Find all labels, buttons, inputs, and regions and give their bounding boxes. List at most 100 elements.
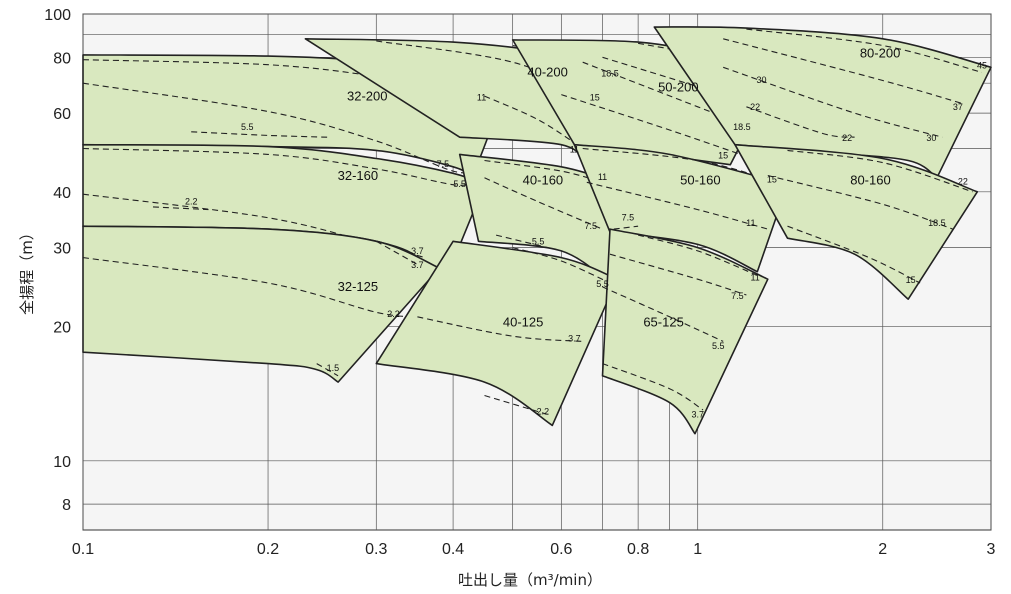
motor-kw-label: 5.5 <box>596 279 609 289</box>
motor-kw-label: 11 <box>570 144 579 154</box>
y-tick-label: 60 <box>53 106 71 123</box>
motor-curve <box>582 147 778 183</box>
x-tick-labels: 0.1 0.2 0.3 0.4 0.6 0.8 1 2 3 <box>72 541 996 558</box>
motor-kw-label: 2.2 <box>185 196 198 206</box>
motor-curve <box>512 247 611 284</box>
motor-curve <box>746 106 855 138</box>
region-label: 32-160 <box>338 168 378 183</box>
motor-kw-label: 5.5 <box>712 341 725 351</box>
motor-curve <box>495 234 548 249</box>
motor-curve <box>746 28 983 73</box>
motor-kw-label: 18.5 <box>601 68 619 78</box>
region-65-125 <box>601 228 769 435</box>
y-tick-label: 10 <box>53 454 71 471</box>
motor-kw-label: 3.7 <box>411 246 424 256</box>
x-tick-label: 1 <box>693 541 702 558</box>
motor-curve <box>376 240 418 265</box>
motor-curve <box>613 225 639 230</box>
motor-curve <box>82 59 497 102</box>
motor-kw-label: 15 <box>767 174 777 184</box>
pump-regions <box>82 26 992 435</box>
region-labels: 32-200 117.55.532-1605.53.72.232-1253.72.… <box>185 45 987 419</box>
x-tick-label: 0.4 <box>442 541 464 558</box>
region-label: 80-160 <box>850 173 890 188</box>
region-label: 65-125 <box>643 314 683 329</box>
motor-curve <box>723 38 964 105</box>
motor-kw-label: 22 <box>750 102 760 112</box>
motor-kw-label: 15 <box>718 150 728 160</box>
motor-kw-label: 11 <box>746 218 755 228</box>
region-shape <box>601 228 769 435</box>
x-tick-label: 0.6 <box>550 541 572 558</box>
motor-curve <box>602 363 704 411</box>
motor-curve <box>82 257 418 318</box>
motor-curve <box>316 363 339 377</box>
region-label: 40-200 <box>527 64 567 79</box>
y-tick-label: 8 <box>62 497 71 514</box>
motor-kw-label: 18.5 <box>928 218 946 228</box>
motor-kw-label: 30 <box>926 133 936 143</box>
region-label: 40-125 <box>503 314 543 329</box>
motor-curve <box>586 181 768 230</box>
motor-kw-label: 45 <box>977 61 987 71</box>
x-axis-title: 吐出し量（m³/min） <box>458 571 602 589</box>
y-tick-labels: 8 10 20 30 40 60 80 100 <box>44 7 71 514</box>
x-tick-label: 3 <box>987 541 996 558</box>
x-tick-label: 0.3 <box>365 541 387 558</box>
region-label: 80-200 <box>860 45 900 60</box>
region-label: 50-160 <box>680 173 720 188</box>
motor-kw-label: 11 <box>750 273 759 283</box>
motor-curve <box>787 225 921 284</box>
region-50-160 <box>573 143 789 273</box>
motor-curve <box>767 174 953 230</box>
region-label: 40-160 <box>523 173 563 188</box>
region-80-160 <box>734 143 979 300</box>
region-label: 50-200 <box>658 80 698 95</box>
motor-kw-label: 18.5 <box>733 122 751 132</box>
region-label: 32-125 <box>338 279 378 294</box>
motor-curve <box>82 193 426 259</box>
x-tick-label: 0.2 <box>257 541 279 558</box>
motor-curve <box>787 149 973 193</box>
motor-curve <box>637 234 758 276</box>
y-axis-title: 全揚程（m） <box>18 225 36 315</box>
motor-curve <box>723 66 943 138</box>
motor-curve <box>82 147 473 186</box>
motor-kw-label: 3.7 <box>568 333 581 343</box>
motor-curve <box>82 82 479 174</box>
motor-kw-label: 3.7 <box>691 409 704 419</box>
motor-kw-label: 7.5 <box>585 221 598 231</box>
motor-kw-label: 5.5 <box>241 122 254 132</box>
x-tick-label: 0.1 <box>72 541 94 558</box>
motor-kw-label: 22 <box>958 177 968 187</box>
motor-kw-label: 11 <box>477 93 486 103</box>
region-label: 32-200 <box>347 89 387 104</box>
motor-kw-label: 7.5 <box>622 212 635 222</box>
motor-kw-label: 7.5 <box>437 159 450 169</box>
region-40-125 <box>375 240 619 427</box>
motor-curve <box>609 253 747 296</box>
y-tick-label: 30 <box>53 241 71 258</box>
motor-kw-label: 15 <box>906 275 916 285</box>
motor-kw-label: 30 <box>757 75 767 85</box>
motor-curve <box>561 94 747 157</box>
motor-curve <box>484 394 548 415</box>
x-tick-label: 0.8 <box>627 541 649 558</box>
motor-curve <box>191 131 328 138</box>
motor-curve <box>152 206 209 211</box>
y-tick-label: 100 <box>44 7 71 24</box>
motor-kw-label: 15 <box>590 93 600 103</box>
motor-kw-label: 2.2 <box>387 309 400 319</box>
motor-kw-label: 1.5 <box>327 363 340 373</box>
motor-kw-label: 22 <box>842 133 852 143</box>
y-tick-label: 20 <box>53 319 71 336</box>
motor-curve <box>484 95 583 149</box>
region-shape <box>734 143 979 300</box>
motor-kw-label: 11 <box>598 172 607 182</box>
motor-kw-label: 5.5 <box>453 179 466 189</box>
motor-kw-label: 5.5 <box>532 236 545 246</box>
y-tick-label: 40 <box>53 185 71 202</box>
x-tick-label: 2 <box>878 541 887 558</box>
motor-curve <box>484 177 603 230</box>
